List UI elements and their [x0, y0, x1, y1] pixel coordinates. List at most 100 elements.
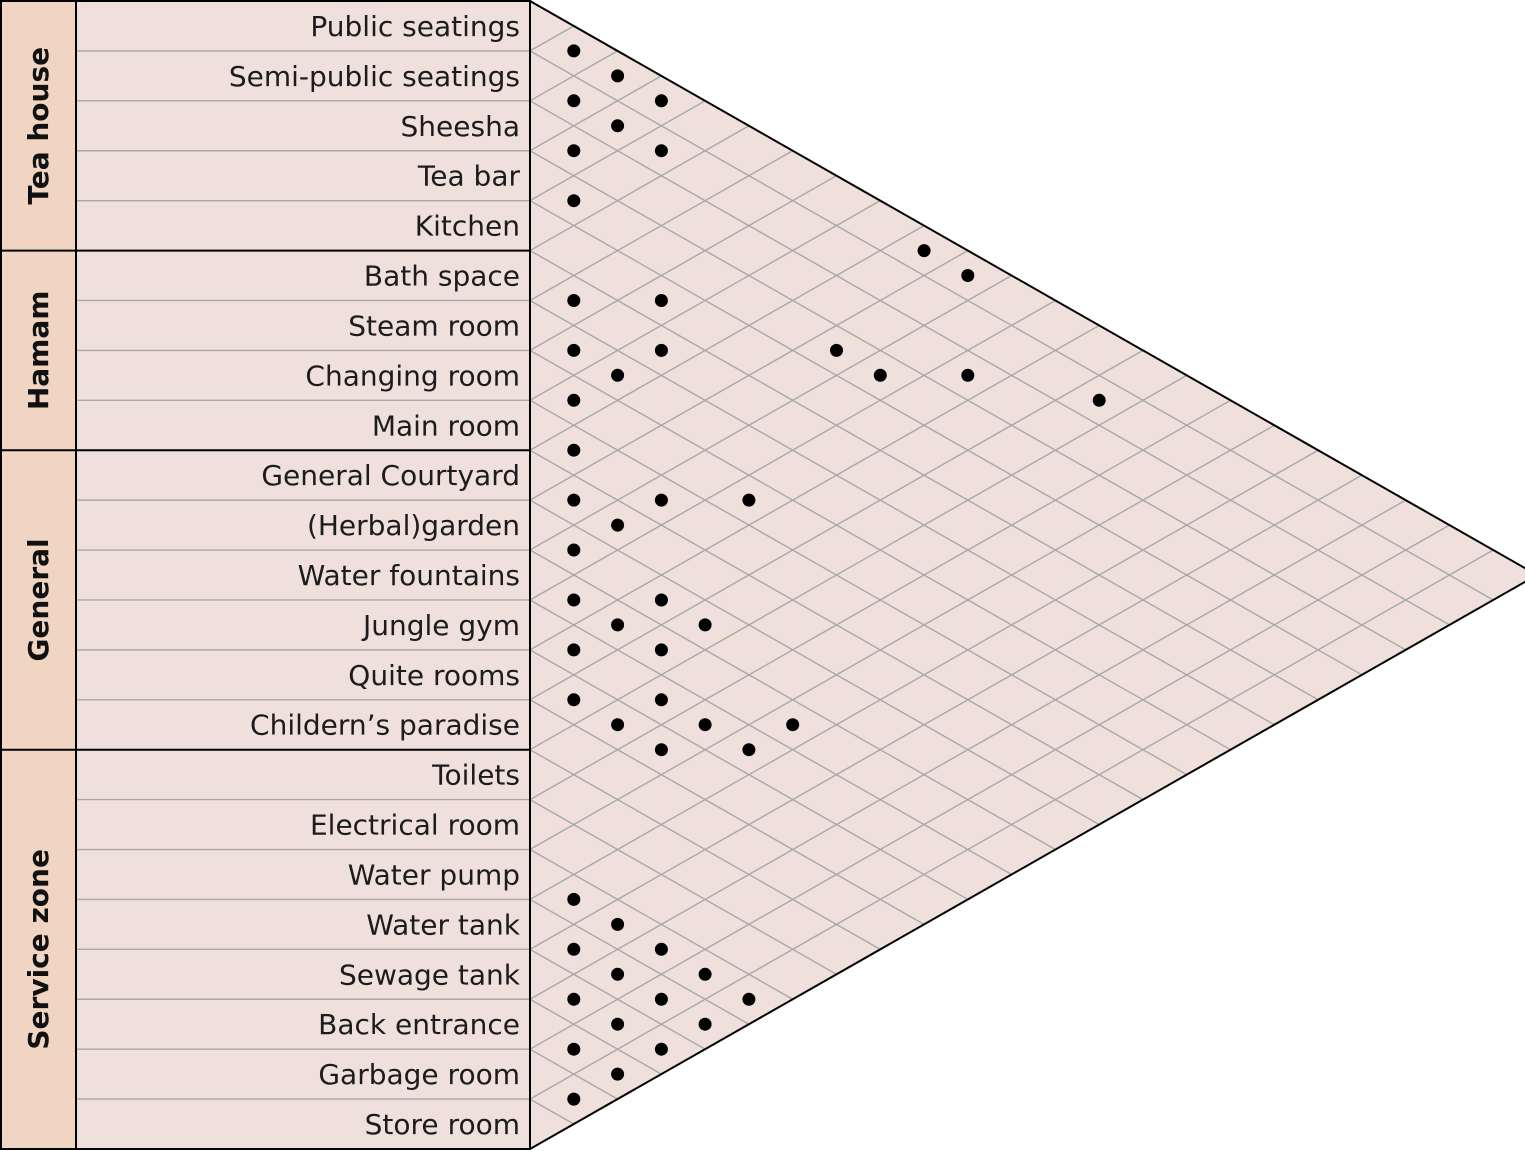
grid-line-up — [529, 274, 1012, 551]
connection-dot — [654, 294, 668, 307]
room-label: Store room — [365, 1108, 520, 1141]
connection-dot — [873, 368, 887, 382]
grid-line-up — [529, 25, 575, 52]
room-label: Public seatings — [310, 10, 520, 43]
connection-dot — [611, 119, 625, 133]
connection-dot — [654, 992, 668, 1006]
room-label: Steam room — [348, 309, 520, 342]
grid-line-down — [529, 100, 1450, 626]
grid-line-up — [529, 175, 837, 351]
matrix-outline — [529, 0, 1525, 1150]
connection-dot — [698, 967, 712, 981]
room-label: (Herbal)garden — [307, 509, 520, 542]
grid-line-down — [529, 399, 1188, 776]
connection-dot — [654, 343, 668, 357]
connection-dot — [611, 1017, 625, 1031]
connection-dot — [1092, 393, 1106, 407]
room-label: Quite rooms — [348, 659, 520, 692]
group-label: Hamam — [22, 291, 55, 411]
room-label: Kitchen — [415, 210, 520, 243]
connection-dot — [567, 543, 581, 557]
group-label: Service zone — [22, 849, 55, 1050]
room-label: Main room — [372, 409, 520, 442]
room-label: Water fountains — [298, 559, 520, 592]
connection-dot — [611, 368, 625, 382]
connection-dot — [567, 194, 581, 208]
grid-line-down — [529, 499, 1100, 826]
grid-line-up — [529, 374, 1188, 751]
matrix-triangle-background — [530, 1, 1525, 1149]
room-rows: Public seatings Semi-public seatings Shees… — [76, 10, 530, 1141]
connection-dot — [567, 942, 581, 956]
connection-dot — [654, 643, 668, 657]
label-column-background — [76, 1, 530, 1149]
grid-line-up — [529, 324, 1100, 651]
connection-dot — [917, 244, 931, 258]
grid-line-down — [529, 599, 1012, 876]
connection-dot — [654, 144, 668, 158]
connection-dot — [567, 493, 581, 507]
grid-line-down — [529, 299, 1275, 726]
connection-dot — [567, 1092, 581, 1106]
connection-dot — [698, 718, 712, 732]
room-label: Garbage room — [318, 1058, 520, 1091]
connection-dot — [567, 593, 581, 607]
connection-dot — [698, 618, 712, 632]
connection-dot — [698, 1017, 712, 1031]
connection-dot — [611, 618, 625, 632]
connection-dot — [567, 144, 581, 158]
group-column-background — [1, 1, 76, 1149]
room-label: Sewage tank — [339, 958, 521, 991]
grid-line-up — [529, 549, 1494, 1100]
connection-dot — [611, 917, 625, 931]
grid-line-up — [529, 299, 1056, 601]
grid-line-down — [529, 799, 837, 975]
matrix-grid — [529, 25, 1494, 1125]
connection-dot — [611, 718, 625, 732]
connection-dots — [567, 44, 1106, 1106]
room-label: Jungle gym — [361, 609, 520, 642]
connection-dot — [654, 493, 668, 507]
connection-dot — [567, 343, 581, 357]
group-label: General — [22, 538, 55, 661]
connection-dot — [961, 269, 975, 282]
table-outline — [0, 0, 531, 1150]
connection-dot — [567, 693, 581, 707]
grid-line-up — [529, 75, 662, 152]
room-label: Sheesha — [401, 110, 520, 143]
room-label: Electrical room — [310, 809, 520, 842]
connection-dot — [567, 1042, 581, 1056]
room-label: Bath space — [364, 260, 520, 293]
grid-line-up — [529, 150, 794, 302]
room-label: Semi-public seatings — [229, 60, 520, 93]
grid-line-up — [529, 50, 618, 102]
connection-dot — [654, 593, 668, 607]
room-label: Water tank — [366, 908, 521, 941]
connection-dot — [611, 967, 625, 981]
connection-dot — [654, 942, 668, 956]
grid-line-up — [529, 125, 750, 252]
room-label: Childern’s paradise — [250, 709, 520, 742]
connection-dot — [611, 1067, 625, 1081]
connection-dot — [567, 94, 581, 108]
connection-dot — [742, 992, 756, 1006]
connection-dot — [654, 743, 668, 757]
grid-line-down — [529, 699, 925, 925]
connection-dot — [567, 892, 581, 906]
connection-dot — [567, 393, 581, 407]
grid-line-down — [529, 1098, 575, 1125]
connection-dot — [567, 44, 581, 58]
grid-line-up — [529, 100, 706, 202]
connection-dot — [567, 443, 581, 457]
grid-line-down — [529, 998, 662, 1075]
connection-dot — [742, 493, 756, 507]
grid-line-up — [529, 524, 1450, 1050]
room-label: Water pump — [348, 858, 520, 891]
connection-dot — [611, 69, 625, 83]
connection-dot — [654, 693, 668, 707]
connection-dot — [786, 718, 800, 732]
grid-line-up — [529, 225, 925, 451]
room-label: General Courtyard — [261, 459, 520, 492]
